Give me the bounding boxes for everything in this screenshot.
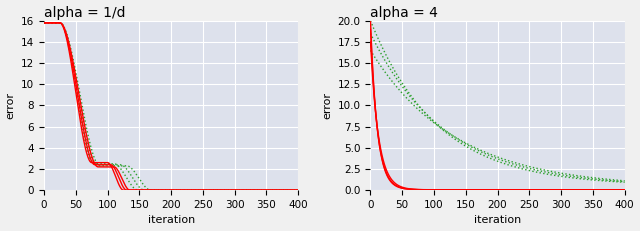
Text: alpha = 4: alpha = 4 bbox=[371, 6, 438, 20]
Y-axis label: error: error bbox=[322, 92, 332, 119]
Y-axis label: error: error bbox=[6, 92, 15, 119]
X-axis label: iteration: iteration bbox=[148, 216, 195, 225]
Text: alpha = 1/d: alpha = 1/d bbox=[44, 6, 125, 20]
X-axis label: iteration: iteration bbox=[474, 216, 521, 225]
